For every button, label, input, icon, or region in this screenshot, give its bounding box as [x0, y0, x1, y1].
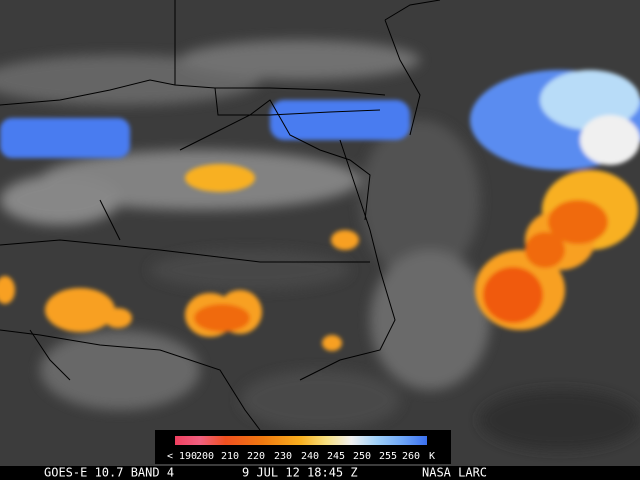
- colorbar-label: 230: [274, 451, 292, 462]
- caption-background: [0, 466, 640, 480]
- imagery: [0, 0, 640, 466]
- colorbar-label: 210: [221, 451, 239, 462]
- state-borders: [0, 0, 441, 431]
- colorbar-label: 260: [402, 451, 420, 462]
- colorbar-label: 245: [327, 451, 345, 462]
- colorbar-unit: K: [429, 451, 435, 462]
- colorbar-label: 200: [196, 451, 214, 462]
- source-label: NASA LARC: [422, 466, 487, 480]
- colorbar-label: 250: [353, 451, 371, 462]
- colorbar-scale: [175, 436, 427, 445]
- colorbar-label: 240: [301, 451, 319, 462]
- satellite-label: GOES-E 10.7 BAND 4: [44, 466, 174, 480]
- colorbar-label: 255: [379, 451, 397, 462]
- colorbar-label: < 190: [167, 451, 197, 462]
- caption-bar: GOES-E 10.7 BAND 4 9 JUL 12 18:45 Z NASA…: [0, 466, 640, 480]
- time-label: 9 JUL 12 18:45 Z: [242, 466, 358, 480]
- colorbar-label: 220: [247, 451, 265, 462]
- colorbar-box: [155, 430, 451, 464]
